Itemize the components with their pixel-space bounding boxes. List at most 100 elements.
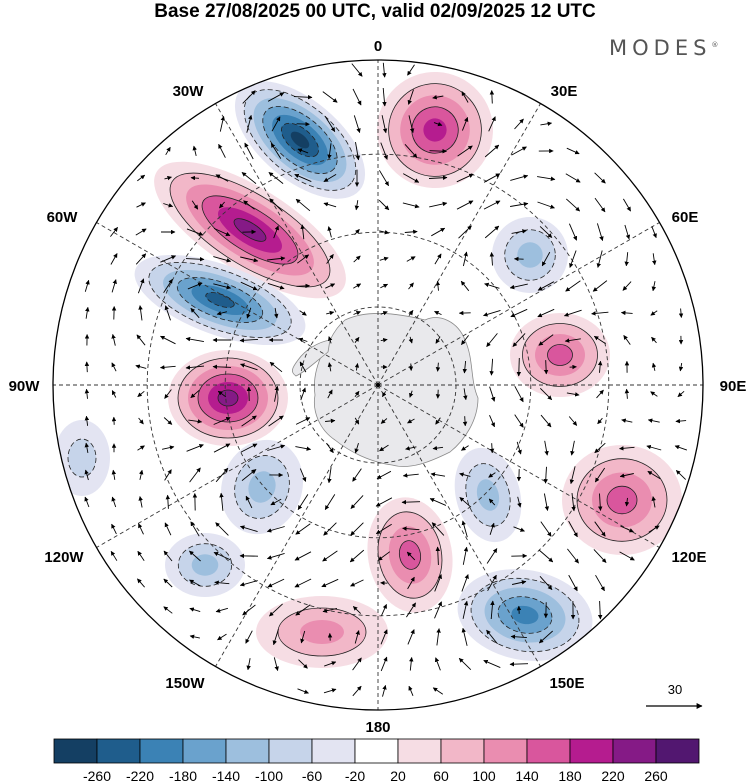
wind-vector — [163, 417, 173, 425]
colorbar-swatch — [311, 738, 356, 764]
wind-vector — [136, 202, 146, 208]
wind-vector — [434, 253, 442, 265]
wind-vector — [352, 685, 362, 697]
wind-vector — [192, 145, 197, 157]
wind-vector — [137, 278, 145, 294]
wind-vector — [406, 602, 416, 618]
wind-vector — [298, 659, 308, 669]
wind-vector — [380, 629, 388, 645]
wind-vector — [379, 444, 389, 452]
wind-vector — [245, 630, 253, 644]
wind-vector — [213, 227, 231, 237]
wind-vector — [381, 603, 387, 616]
wind-vector — [300, 224, 305, 240]
lon-label-180: 180 — [365, 719, 390, 736]
wind-vector — [294, 578, 312, 588]
wind-vector — [164, 522, 172, 536]
wind-vector — [484, 225, 500, 239]
wind-vector — [354, 200, 360, 211]
chart-title: Base 27/08/2025 00 UTC, valid 02/09/2025… — [154, 1, 596, 22]
wind-vector — [537, 201, 555, 209]
wind-vector — [594, 197, 606, 213]
modes-logo: MODES® — [609, 36, 718, 60]
wind-vector — [462, 600, 469, 619]
wind-vector — [84, 469, 89, 481]
wind-vector — [164, 305, 171, 321]
wind-vector — [137, 390, 145, 398]
wind-vector — [189, 634, 200, 639]
wind-vector — [434, 574, 442, 592]
wind-vector — [462, 360, 468, 374]
wind-vector — [462, 416, 468, 427]
wind-vector — [84, 442, 90, 453]
wind-vector — [431, 227, 446, 237]
wind-vector — [241, 415, 257, 427]
wind-vector — [677, 390, 685, 398]
colorbar-tick-label: 20 — [390, 768, 406, 783]
wind-vector — [111, 390, 117, 398]
colorbar-swatch — [53, 738, 98, 764]
wind-vector — [159, 365, 176, 370]
wind-vector — [463, 388, 468, 401]
wind-vector — [509, 283, 528, 290]
wind-vector — [487, 574, 497, 592]
wind-vector — [489, 358, 494, 376]
wind-vector — [323, 174, 337, 182]
wind-vector — [516, 441, 522, 455]
wind-vector — [537, 308, 555, 318]
wind-vector — [539, 575, 553, 591]
wind-vector — [514, 118, 524, 130]
wind-vector — [135, 228, 147, 236]
wind-vector — [135, 364, 147, 369]
wind-vector — [429, 148, 447, 154]
wind-vector — [110, 550, 118, 561]
colorbar-swatch — [655, 738, 700, 764]
wind-vector — [678, 363, 684, 372]
wind-vector — [215, 467, 229, 483]
wind-vector — [489, 90, 495, 104]
wind-vector — [402, 473, 419, 478]
wind-vector — [185, 365, 205, 370]
colorbar-swatch — [397, 738, 442, 764]
wind-vector — [484, 282, 500, 289]
wind-vector — [272, 629, 279, 646]
colorbar-tick-label: 140 — [515, 768, 539, 783]
wind-vector — [486, 548, 498, 564]
wind-vector — [619, 551, 635, 561]
wind-vector — [84, 361, 90, 373]
wind-vector — [213, 443, 231, 453]
wind-vector — [135, 253, 147, 265]
wind-vector — [406, 551, 416, 561]
wind-vector — [355, 142, 361, 161]
wind-vector — [326, 254, 334, 264]
wind-vector — [111, 333, 116, 346]
wind-vector — [299, 361, 307, 373]
wind-vector — [569, 250, 577, 268]
lon-label-60e: 60E — [672, 209, 699, 226]
wind-vector — [164, 389, 172, 399]
wind-vector — [594, 467, 606, 483]
wind-vector — [380, 656, 388, 672]
wind-vector — [512, 333, 526, 347]
wind-vector — [382, 62, 387, 78]
lon-label-90w: 90W — [9, 378, 41, 395]
wind-vector — [111, 496, 117, 508]
wind-vector — [489, 443, 495, 454]
wind-vector — [461, 91, 469, 103]
colorbar-swatch — [96, 738, 141, 764]
wind-vector — [269, 198, 283, 212]
wind-vector — [651, 336, 657, 344]
wind-vector — [458, 225, 472, 239]
wind-vector — [624, 252, 629, 267]
wind-vector — [379, 230, 390, 235]
wind-vector — [510, 308, 528, 318]
wind-vector — [327, 226, 332, 238]
wind-vector — [429, 498, 447, 506]
wind-vector — [188, 419, 203, 424]
wind-vector — [160, 255, 177, 263]
anomaly-field — [54, 72, 682, 668]
wind-vector — [297, 688, 309, 694]
wind-vector — [401, 499, 421, 505]
wind-vector — [647, 418, 660, 423]
wind-vector — [379, 256, 389, 262]
